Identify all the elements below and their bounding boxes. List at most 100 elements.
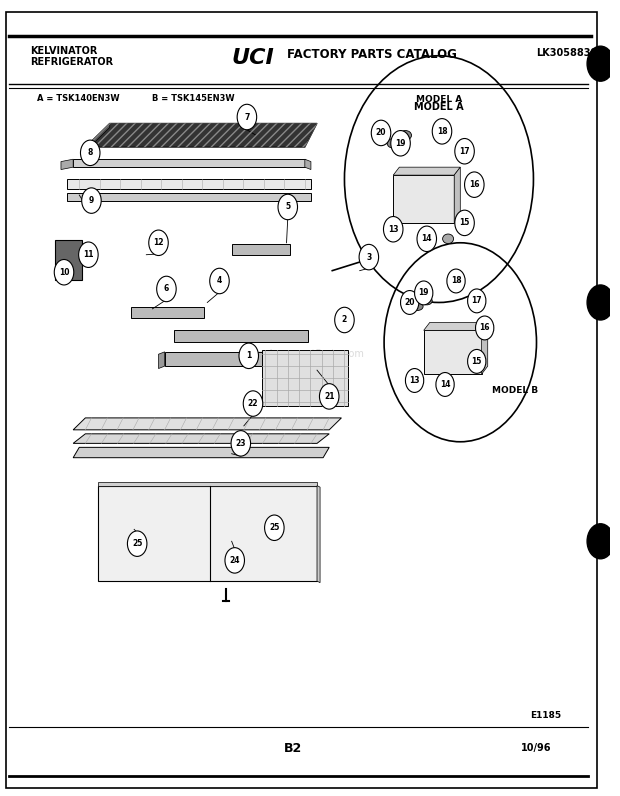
Ellipse shape: [412, 302, 423, 310]
Text: 17: 17: [471, 296, 482, 306]
Text: 13: 13: [409, 376, 420, 385]
Polygon shape: [67, 179, 311, 189]
Bar: [423, 330, 482, 374]
Text: 1: 1: [246, 351, 251, 361]
Polygon shape: [305, 159, 311, 170]
Text: FACTORY PARTS CATALOG: FACTORY PARTS CATALOG: [286, 48, 456, 60]
Text: 24: 24: [229, 556, 240, 565]
Circle shape: [455, 210, 474, 236]
Circle shape: [467, 289, 486, 313]
Polygon shape: [97, 482, 317, 486]
Text: 20: 20: [376, 128, 386, 138]
Polygon shape: [73, 434, 329, 443]
Polygon shape: [454, 167, 460, 223]
Text: 4: 4: [217, 276, 222, 286]
Circle shape: [401, 291, 419, 314]
Text: 12: 12: [153, 238, 164, 248]
Circle shape: [157, 276, 176, 302]
Polygon shape: [73, 447, 329, 458]
Circle shape: [225, 548, 244, 573]
Text: 16: 16: [469, 180, 479, 189]
Polygon shape: [73, 159, 305, 167]
Text: 15: 15: [472, 357, 482, 366]
Circle shape: [82, 188, 101, 213]
Text: 17: 17: [459, 146, 470, 156]
Circle shape: [587, 524, 614, 559]
Bar: [55, 240, 82, 280]
Circle shape: [231, 431, 250, 456]
Ellipse shape: [387, 139, 399, 148]
Ellipse shape: [421, 297, 432, 305]
Text: UCI: UCI: [232, 48, 275, 68]
Text: 7: 7: [244, 112, 250, 122]
Text: 13: 13: [388, 224, 399, 234]
Circle shape: [237, 104, 257, 130]
Text: 18: 18: [451, 276, 461, 286]
Circle shape: [417, 226, 436, 252]
Polygon shape: [317, 486, 320, 583]
Text: 19: 19: [418, 288, 429, 298]
Circle shape: [371, 120, 391, 146]
Circle shape: [415, 281, 433, 305]
Text: 19: 19: [396, 139, 406, 148]
Text: 11: 11: [83, 250, 94, 259]
Text: MODEL A: MODEL A: [414, 103, 464, 112]
Circle shape: [405, 369, 423, 392]
Polygon shape: [61, 159, 73, 170]
Text: MODEL A: MODEL A: [416, 95, 462, 104]
Text: 23: 23: [236, 439, 246, 448]
Text: 25: 25: [269, 523, 280, 533]
Text: B2: B2: [283, 742, 302, 755]
Circle shape: [447, 269, 465, 293]
Circle shape: [265, 515, 284, 540]
Circle shape: [467, 349, 486, 373]
Polygon shape: [159, 352, 164, 369]
Circle shape: [319, 384, 339, 409]
Circle shape: [464, 172, 484, 197]
Ellipse shape: [399, 131, 412, 140]
Text: KELVINATOR: KELVINATOR: [30, 46, 98, 57]
Circle shape: [359, 244, 379, 270]
Text: MODEL B: MODEL B: [492, 385, 538, 395]
Text: REFRIGERATOR: REFRIGERATOR: [30, 57, 113, 68]
Text: E1185: E1185: [530, 712, 562, 720]
Text: 14: 14: [440, 380, 450, 389]
Circle shape: [391, 131, 410, 156]
Text: 18: 18: [436, 127, 447, 136]
Circle shape: [128, 531, 147, 556]
Ellipse shape: [443, 234, 454, 244]
Text: 20: 20: [404, 298, 415, 307]
Polygon shape: [67, 193, 311, 201]
Bar: [164, 352, 347, 366]
Bar: [174, 330, 308, 342]
Circle shape: [243, 391, 263, 416]
Text: 10/96: 10/96: [521, 743, 552, 753]
Text: 21: 21: [324, 392, 334, 401]
Bar: [393, 175, 454, 223]
Circle shape: [149, 230, 168, 256]
Circle shape: [210, 268, 229, 294]
Circle shape: [587, 285, 614, 320]
Circle shape: [335, 307, 354, 333]
Text: 5: 5: [285, 202, 290, 212]
Bar: [232, 244, 290, 255]
Polygon shape: [393, 167, 460, 175]
Bar: [131, 307, 204, 318]
Text: 9: 9: [89, 196, 94, 205]
Text: LK30588390: LK30588390: [536, 48, 604, 58]
Circle shape: [81, 140, 100, 166]
Text: 16: 16: [479, 323, 490, 333]
Bar: [97, 486, 317, 581]
Polygon shape: [423, 322, 488, 330]
Bar: [262, 350, 347, 406]
Text: 25: 25: [132, 539, 143, 548]
Circle shape: [384, 217, 403, 242]
Text: 22: 22: [248, 399, 259, 408]
Text: 2: 2: [342, 315, 347, 325]
Circle shape: [278, 194, 298, 220]
Polygon shape: [86, 123, 317, 147]
Circle shape: [79, 242, 98, 267]
Text: 14: 14: [422, 234, 432, 244]
Text: 10: 10: [59, 267, 69, 277]
Circle shape: [587, 46, 614, 81]
